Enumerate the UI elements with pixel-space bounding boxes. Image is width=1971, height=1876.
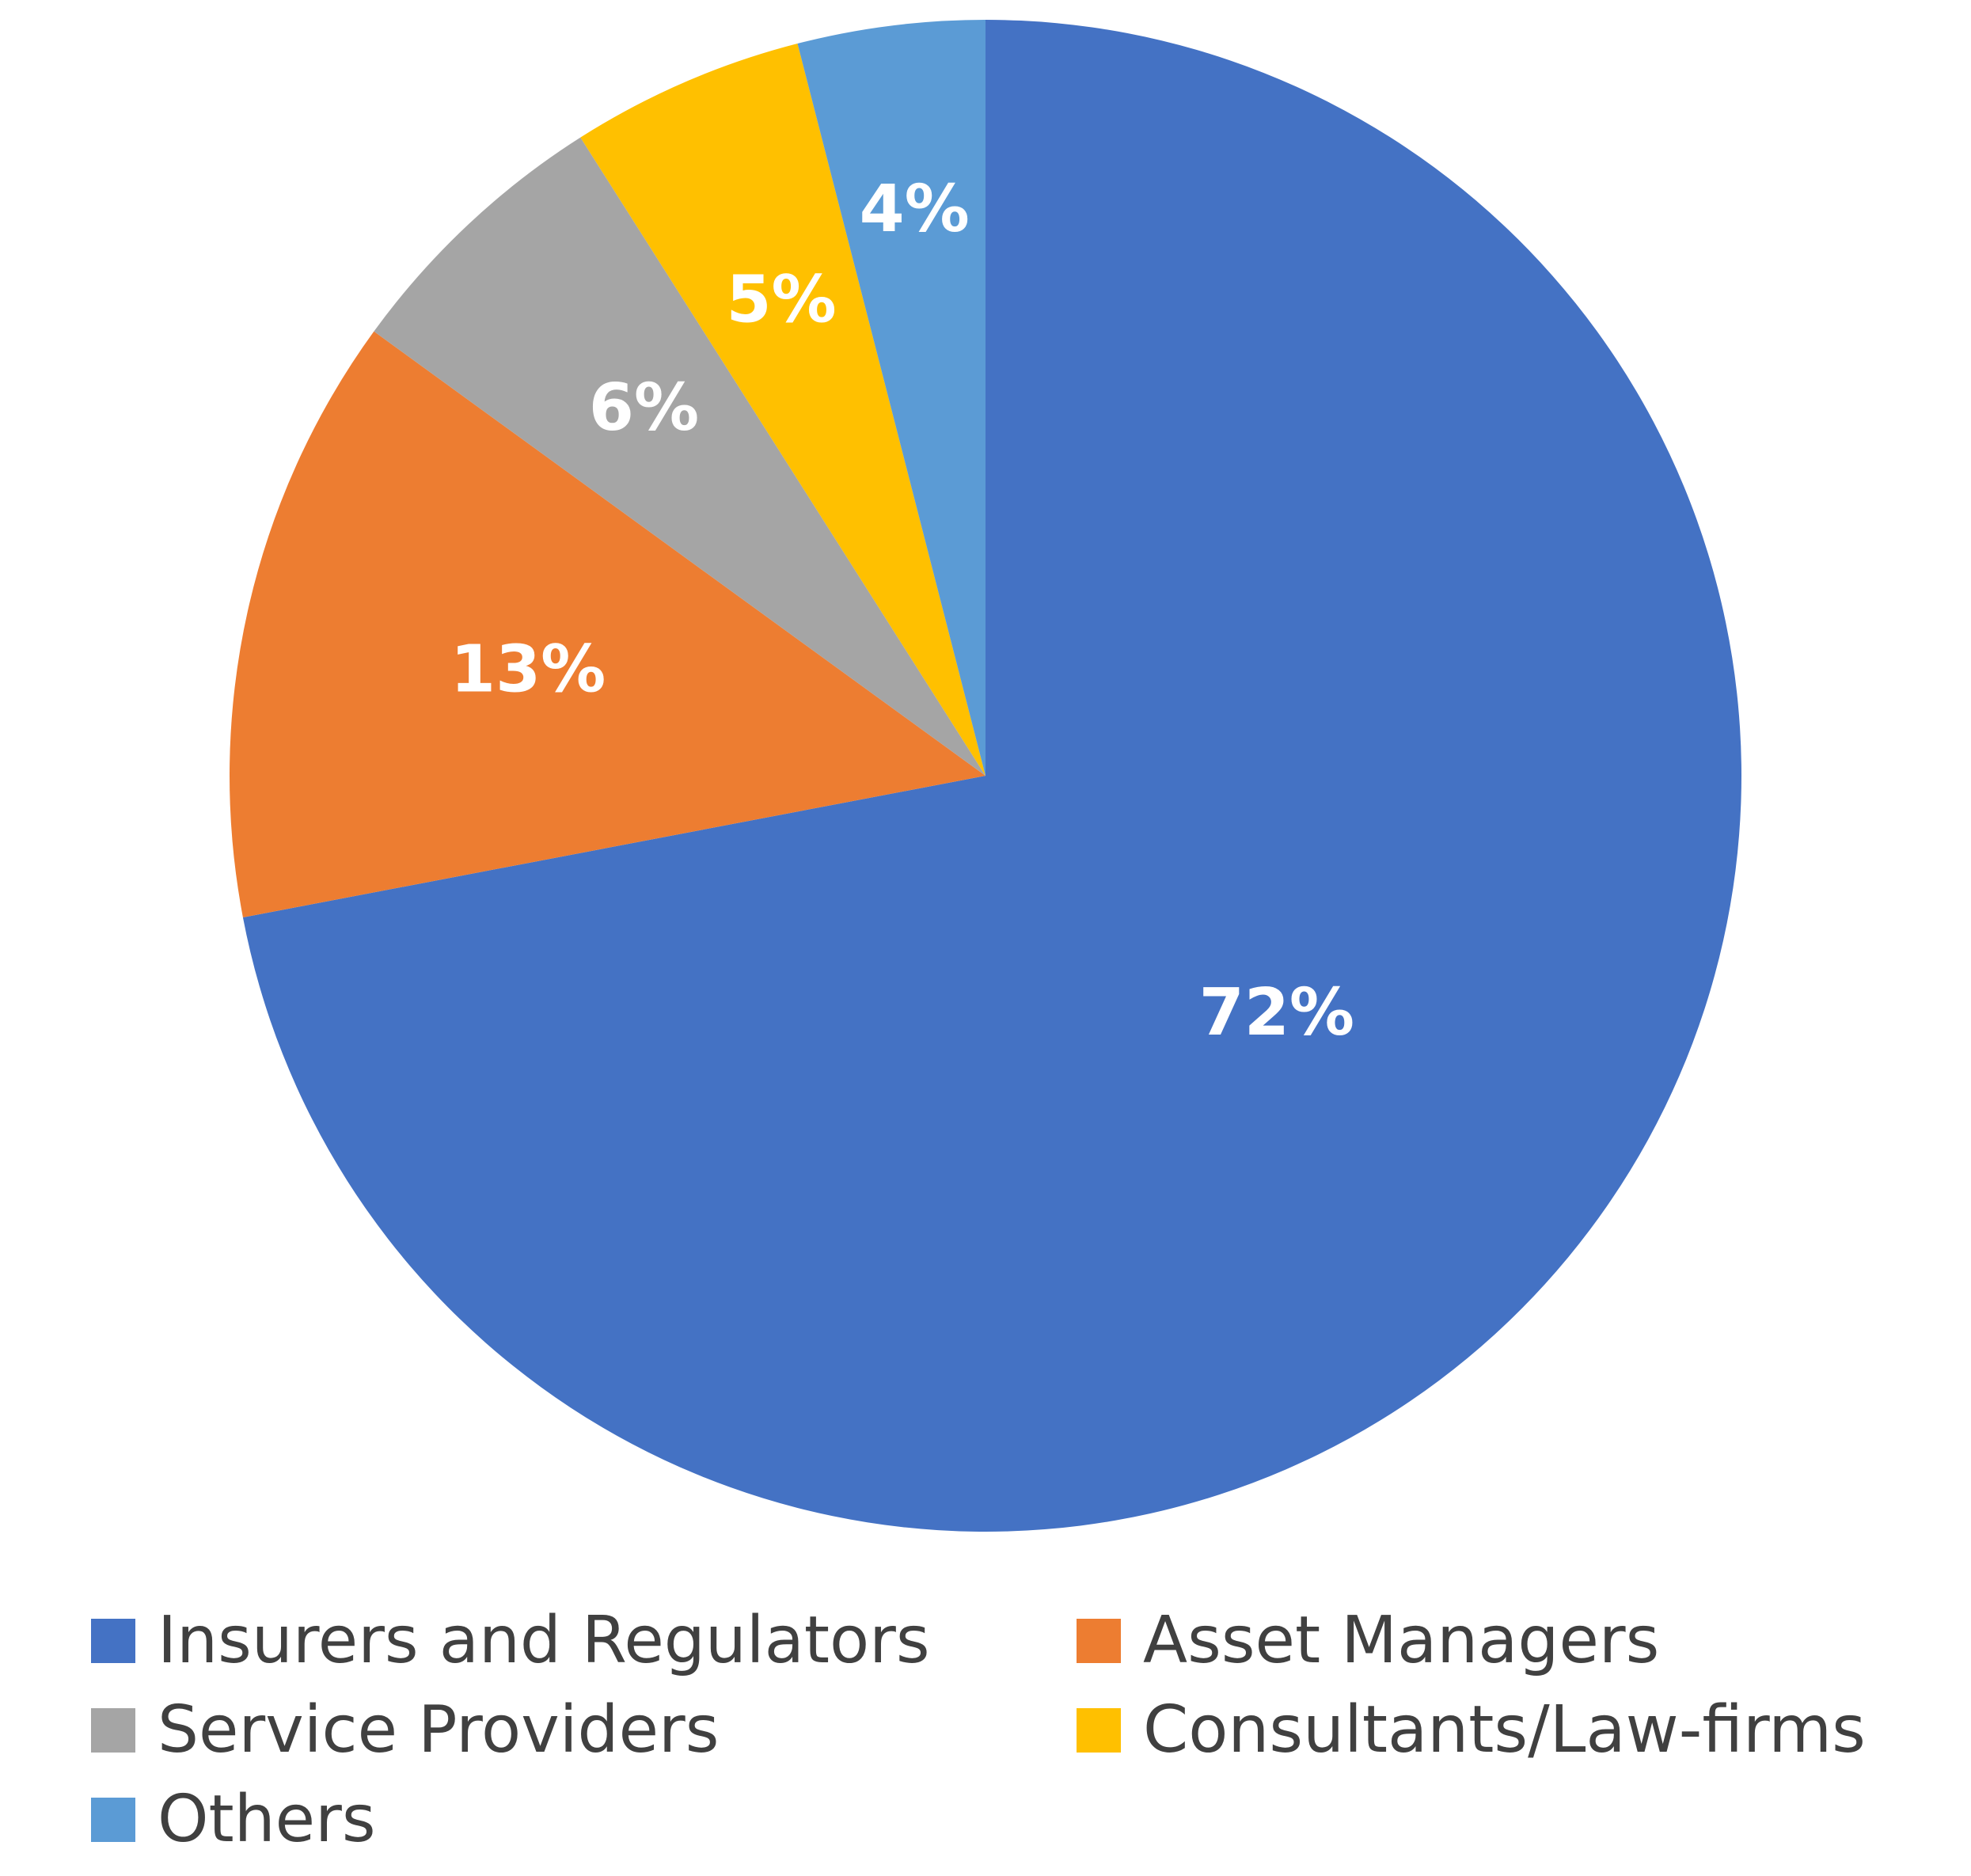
pie-slice-asset-managers (230, 331, 986, 917)
legend-swatch-service-providers (91, 1707, 135, 1753)
legend-swatch-others (91, 1797, 135, 1842)
legend-swatch-insurers-and-regulators (91, 1618, 135, 1663)
legend-item-service-providers: Service Providers (91, 1684, 719, 1775)
legend-swatch-asset-managers (1077, 1618, 1121, 1663)
legend-item-asset-managers: Asset Managers (1077, 1595, 1659, 1686)
data-label-others: 4% (860, 172, 970, 247)
pie-chart: 72% 13% 6% 5% 4% (230, 20, 1742, 1532)
chart-legend: Insurers and Regulators Asset Managers S… (91, 1595, 1912, 1868)
legend-label-service-providers: Service Providers (158, 1692, 720, 1768)
data-label-service-providers: 6% (589, 370, 699, 446)
legend-item-insurers-and-regulators: Insurers and Regulators (91, 1595, 930, 1686)
legend-label-insurers-and-regulators: Insurers and Regulators (158, 1602, 930, 1678)
pie-data-labels: 72% 13% 6% 5% 4% (450, 172, 1354, 1050)
pie-slice-others (797, 20, 986, 776)
legend-item-consultants-law-firms: Consultants/Law-firms (1077, 1684, 1866, 1775)
data-label-consultants-law-firms: 5% (726, 262, 836, 337)
pie-slices (230, 20, 1742, 1532)
legend-label-others: Others (158, 1781, 376, 1857)
legend-label-consultants-law-firms: Consultants/Law-firms (1143, 1692, 1866, 1768)
pie-slice-consultants-law-firms (580, 44, 986, 777)
legend-item-others: Others (91, 1774, 376, 1865)
data-label-insurers-and-regulators: 72% (1199, 975, 1354, 1050)
pie-slice-insurers-and-regulators (242, 20, 1742, 1532)
legend-label-asset-managers: Asset Managers (1143, 1602, 1660, 1678)
pie-slice-service-providers (374, 137, 986, 777)
legend-swatch-consultants-law-firms (1077, 1707, 1121, 1753)
data-label-asset-managers: 13% (450, 632, 606, 707)
